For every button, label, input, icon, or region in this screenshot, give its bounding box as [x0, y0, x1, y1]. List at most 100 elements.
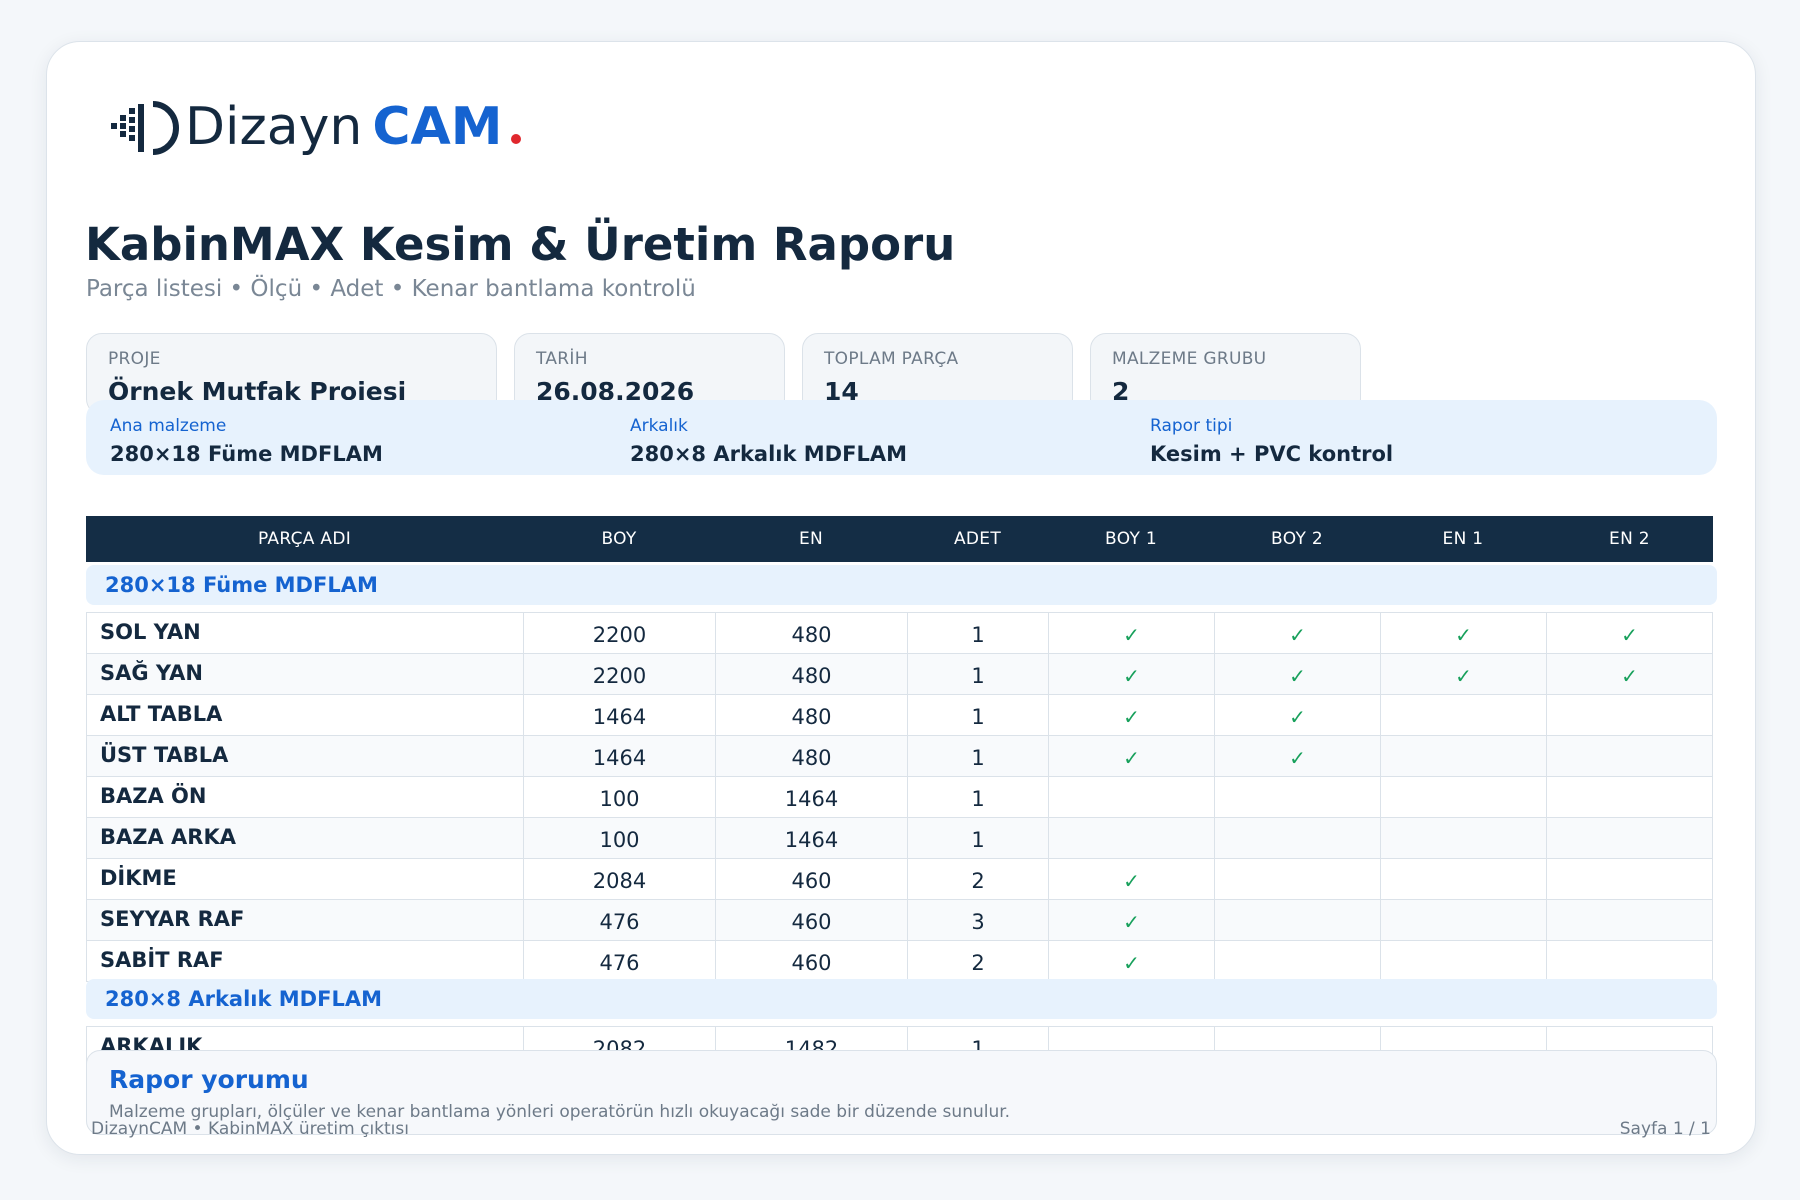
cell-boy2: ✓ [1214, 654, 1380, 694]
checkmark-icon: ✓ [1123, 623, 1140, 647]
cell-boy: 476 [523, 900, 715, 940]
cell-boy2 [1214, 777, 1380, 817]
cell-boy: 2200 [523, 613, 715, 653]
cell-boy2 [1214, 818, 1380, 858]
cell-en: 1464 [715, 818, 907, 858]
col-header-boy1: BOY 1 [1105, 529, 1157, 549]
cell-en2 [1546, 941, 1713, 981]
col-header-boy2: BOY 2 [1271, 529, 1323, 549]
table-row: SABİT RAF 476 460 2 ✓ [86, 941, 1713, 982]
logo-mark-icon [111, 101, 179, 155]
cell-part-name: SOL YAN [86, 613, 523, 653]
cell-en: 460 [715, 900, 907, 940]
comment-title: Rapor yorumu [109, 1065, 309, 1094]
cell-boy: 2200 [523, 654, 715, 694]
table-row: SOL YAN 2200 480 1 ✓ ✓ ✓ ✓ [86, 613, 1713, 654]
stat-label: TOPLAM PARÇA [824, 349, 959, 369]
table-row: DİKME 2084 460 2 ✓ [86, 859, 1713, 900]
cell-en1: ✓ [1380, 613, 1546, 653]
cell-en2 [1546, 859, 1713, 899]
cell-part-name: DİKME [86, 859, 523, 899]
cell-adet: 2 [907, 859, 1048, 899]
cell-en: 460 [715, 941, 907, 981]
cell-adet: 2 [907, 941, 1048, 981]
cell-boy2: ✓ [1214, 695, 1380, 735]
cell-boy1: ✓ [1048, 613, 1214, 653]
cell-en1 [1380, 695, 1546, 735]
cell-en: 480 [715, 695, 907, 735]
report-comment-box: Rapor yorumu Malzeme grupları, ölçüler v… [86, 1050, 1717, 1135]
material-value: Kesim + PVC kontrol [1150, 442, 1394, 466]
material-value: 280×18 Füme MDFLAM [110, 442, 383, 466]
cell-boy: 100 [523, 777, 715, 817]
checkmark-icon: ✓ [1289, 623, 1306, 647]
cell-boy2: ✓ [1214, 613, 1380, 653]
cell-boy: 100 [523, 818, 715, 858]
checkmark-icon: ✓ [1455, 623, 1472, 647]
cell-boy1: ✓ [1048, 695, 1214, 735]
col-header-en: EN [798, 529, 824, 549]
cell-adet: 1 [907, 654, 1048, 694]
group-label: 280×18 Füme MDFLAM [105, 573, 378, 597]
cell-en2 [1546, 1027, 1713, 1067]
cell-en1 [1380, 818, 1546, 858]
group-label: 280×8 Arkalık MDFLAM [105, 987, 382, 1011]
stat-label: TARİH [536, 349, 588, 369]
material-label: Arkalık [630, 416, 688, 436]
cell-boy2 [1214, 941, 1380, 981]
cell-en1 [1380, 777, 1546, 817]
col-header-parca-adi: PARÇA ADI [257, 529, 352, 549]
material-value: 280×8 Arkalık MDFLAM [630, 442, 907, 466]
cell-adet: 1 [907, 818, 1048, 858]
cell-en2: ✓ [1546, 654, 1713, 694]
checkmark-icon: ✓ [1621, 664, 1638, 688]
footer-left: DizaynCAM • KabinMAX üretim çıktısı [91, 1119, 409, 1139]
cell-part-name: SEYYAR RAF [86, 900, 523, 940]
page-subtitle: Parça listesi • Ölçü • Adet • Kenar bant… [86, 276, 696, 302]
table-header: PARÇA ADI BOY EN ADET BOY 1 BOY 2 EN 1 E… [86, 516, 1713, 562]
logo-red-dot [510, 134, 521, 144]
col-header-en1: EN 1 [1442, 529, 1484, 549]
cell-en2 [1546, 777, 1713, 817]
cell-en2 [1546, 736, 1713, 776]
stat-label: PROJE [108, 349, 161, 369]
col-header-en2: EN 2 [1609, 529, 1650, 549]
group-header-arkalik: 280×8 Arkalık MDFLAM [86, 979, 1717, 1019]
checkmark-icon: ✓ [1455, 664, 1472, 688]
cell-en: 480 [715, 654, 907, 694]
cell-part-name: BAZA ÖN [86, 777, 523, 817]
cell-en1: ✓ [1380, 654, 1546, 694]
group-rows-fume: SOL YAN 2200 480 1 ✓ ✓ ✓ ✓ SAĞ YAN 2200 480 1 ✓ ✓ ✓ ✓ AL… [86, 612, 1713, 982]
cell-en: 480 [715, 613, 907, 653]
cell-en: 480 [715, 736, 907, 776]
cell-adet: 3 [907, 900, 1048, 940]
cell-boy2 [1214, 900, 1380, 940]
cell-part-name: ALT TABLA [86, 695, 523, 735]
logo-word-cam: CAM [372, 97, 503, 157]
material-info-box: Ana malzeme 280×18 Füme MDFLAM Arkalık 2… [86, 400, 1717, 475]
cell-adet: 1 [907, 613, 1048, 653]
cell-en2 [1546, 695, 1713, 735]
col-header-adet: ADET [953, 529, 1002, 549]
cell-adet: 1 [907, 736, 1048, 776]
cell-boy1 [1048, 818, 1214, 858]
material-rapor-tipi: Rapor tipi Kesim + PVC kontrol [1150, 416, 1393, 466]
cell-boy1 [1048, 1027, 1214, 1067]
table-row: ÜST TABLA 1464 480 1 ✓ ✓ [86, 736, 1713, 777]
cell-en1 [1380, 900, 1546, 940]
material-ana: Ana malzeme 280×18 Füme MDFLAM [110, 416, 383, 466]
cell-en1 [1380, 941, 1546, 981]
checkmark-icon: ✓ [1123, 705, 1140, 729]
checkmark-icon: ✓ [1123, 910, 1140, 934]
material-label: Rapor tipi [1150, 416, 1233, 436]
table-row: BAZA ARKA 100 1464 1 [86, 818, 1713, 859]
cell-boy1 [1048, 777, 1214, 817]
report-card: Dizayn CAM KabinMAX Kesim & Üretim Rapor… [46, 41, 1756, 1155]
cell-part-name: BAZA ARKA [86, 818, 523, 858]
checkmark-icon: ✓ [1621, 623, 1638, 647]
cell-en1 [1380, 859, 1546, 899]
checkmark-icon: ✓ [1123, 869, 1140, 893]
page-title: KabinMAX Kesim & Üretim Raporu [85, 218, 956, 271]
checkmark-icon: ✓ [1123, 746, 1140, 770]
cell-boy: 1464 [523, 736, 715, 776]
